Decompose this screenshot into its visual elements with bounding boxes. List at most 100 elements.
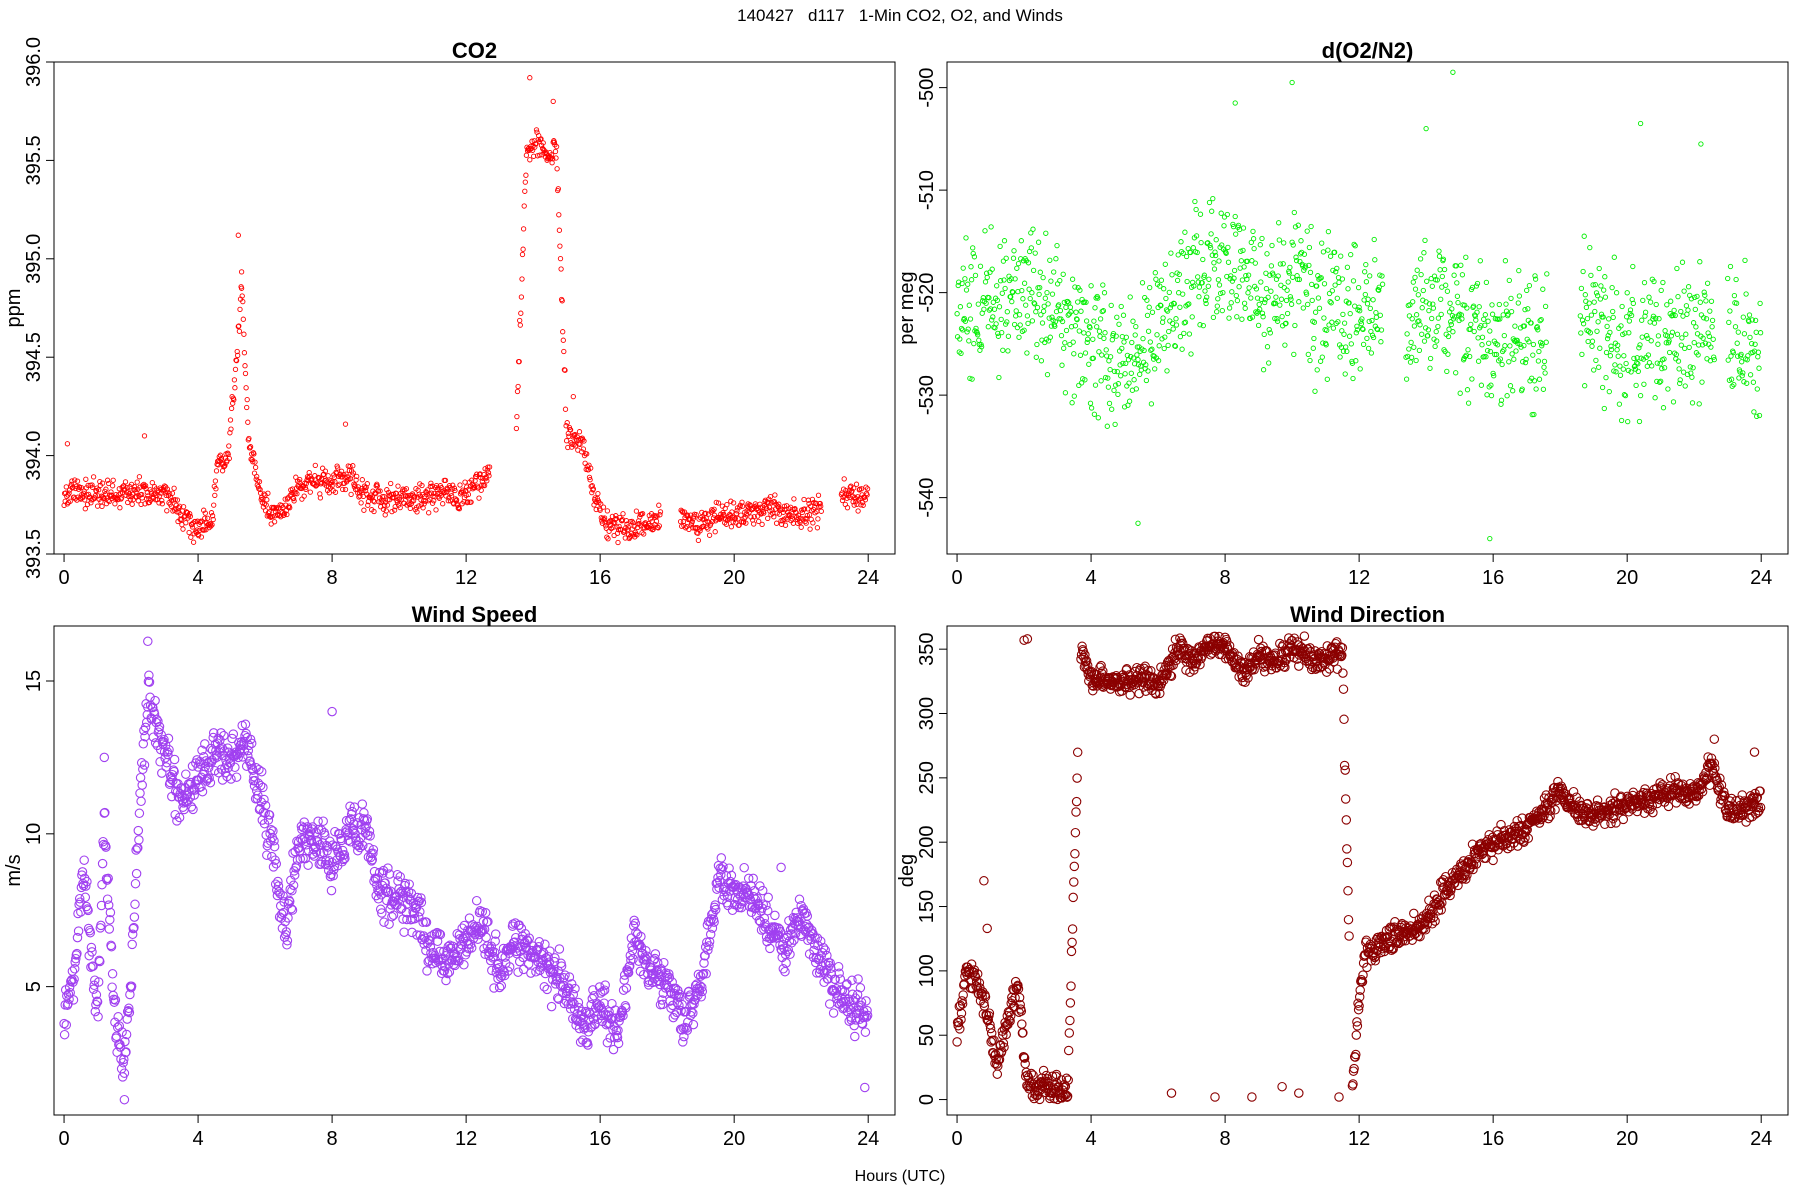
data-point	[1100, 282, 1106, 288]
data-point	[1540, 386, 1547, 392]
data-point	[605, 536, 611, 542]
data-point	[1063, 327, 1070, 334]
data-point	[1622, 392, 1629, 399]
data-point	[956, 279, 962, 285]
data-point	[405, 492, 411, 499]
data-point	[421, 501, 427, 507]
data-point	[1757, 300, 1763, 307]
data-point	[565, 444, 571, 451]
data-point	[1497, 356, 1504, 362]
data-point	[1445, 333, 1452, 340]
data-point	[1327, 298, 1333, 305]
data-point	[1095, 415, 1101, 421]
data-point	[1173, 316, 1179, 322]
data-point	[1323, 342, 1329, 348]
data-point	[1607, 329, 1613, 336]
data-point	[212, 492, 218, 499]
data-point	[1263, 285, 1270, 292]
data-point	[1149, 346, 1155, 352]
data-point	[129, 912, 140, 922]
data-point	[1291, 209, 1297, 216]
data-point	[517, 317, 523, 324]
data-point	[69, 974, 79, 984]
data-point	[553, 155, 559, 161]
data-point	[1011, 248, 1017, 254]
data-point	[465, 491, 472, 498]
data-point	[1056, 302, 1062, 308]
data-point	[1180, 291, 1186, 297]
data-point	[377, 488, 383, 494]
data-point	[251, 451, 257, 457]
data-point	[1101, 335, 1107, 342]
data-point	[1732, 324, 1739, 330]
data-point	[1360, 341, 1367, 348]
data-point	[1646, 294, 1652, 300]
data-point	[1426, 301, 1433, 307]
data-point	[445, 498, 451, 504]
data-point	[136, 474, 143, 480]
data-point	[83, 923, 94, 934]
data-point	[1116, 321, 1122, 327]
data-point	[1098, 378, 1104, 384]
data-point	[1343, 914, 1354, 925]
data-point	[342, 486, 349, 493]
data-point	[1206, 276, 1212, 282]
data-point	[127, 496, 134, 503]
data-point	[1176, 271, 1182, 278]
data-point	[1158, 277, 1165, 283]
data-point	[1083, 318, 1090, 324]
data-point	[1066, 946, 1077, 957]
data-point	[256, 486, 262, 492]
data-point	[1104, 423, 1110, 429]
data-point	[854, 494, 861, 500]
data-point	[1403, 376, 1410, 382]
data-point	[1347, 310, 1353, 317]
data-point	[242, 370, 249, 377]
data-point	[767, 493, 774, 500]
data-point	[1102, 330, 1108, 336]
data-point	[74, 478, 81, 484]
data-point	[121, 1047, 131, 1057]
data-point	[1642, 309, 1649, 315]
data-point	[992, 1069, 1003, 1079]
data-point	[772, 492, 778, 498]
data-point	[1346, 300, 1352, 306]
data-point	[564, 420, 570, 426]
data-point	[1019, 287, 1025, 294]
data-point	[90, 1006, 101, 1017]
data-point	[1661, 356, 1667, 362]
data-point	[1316, 305, 1323, 311]
data-point	[1327, 253, 1334, 259]
data-point	[91, 990, 102, 1000]
data-point	[127, 939, 137, 950]
data-point	[1711, 354, 1717, 360]
data-point	[1589, 343, 1595, 349]
data-point	[1082, 350, 1089, 356]
data-point	[1291, 351, 1297, 358]
data-point	[1482, 312, 1488, 318]
data-point	[485, 464, 491, 470]
data-point	[348, 491, 354, 498]
data-point	[241, 350, 248, 356]
data-point	[1534, 324, 1540, 330]
data-point	[136, 758, 147, 768]
data-point	[1740, 314, 1746, 320]
data-point	[1408, 354, 1415, 361]
data-point	[824, 999, 835, 1009]
data-point	[1182, 229, 1188, 235]
x-axis-label: Hours (UTC)	[854, 1168, 946, 1185]
data-point	[1725, 275, 1731, 282]
data-point	[140, 722, 151, 733]
data-point	[1295, 276, 1301, 283]
data-point	[1249, 258, 1255, 264]
data-point	[1325, 247, 1331, 253]
data-point	[1644, 332, 1650, 339]
data-point	[95, 493, 101, 499]
data-point	[1105, 375, 1111, 381]
data-point	[1049, 314, 1055, 320]
data-point	[523, 152, 530, 158]
data-point	[967, 316, 974, 322]
data-point	[1205, 283, 1211, 289]
data-point	[1508, 295, 1514, 302]
data-point	[210, 516, 216, 523]
